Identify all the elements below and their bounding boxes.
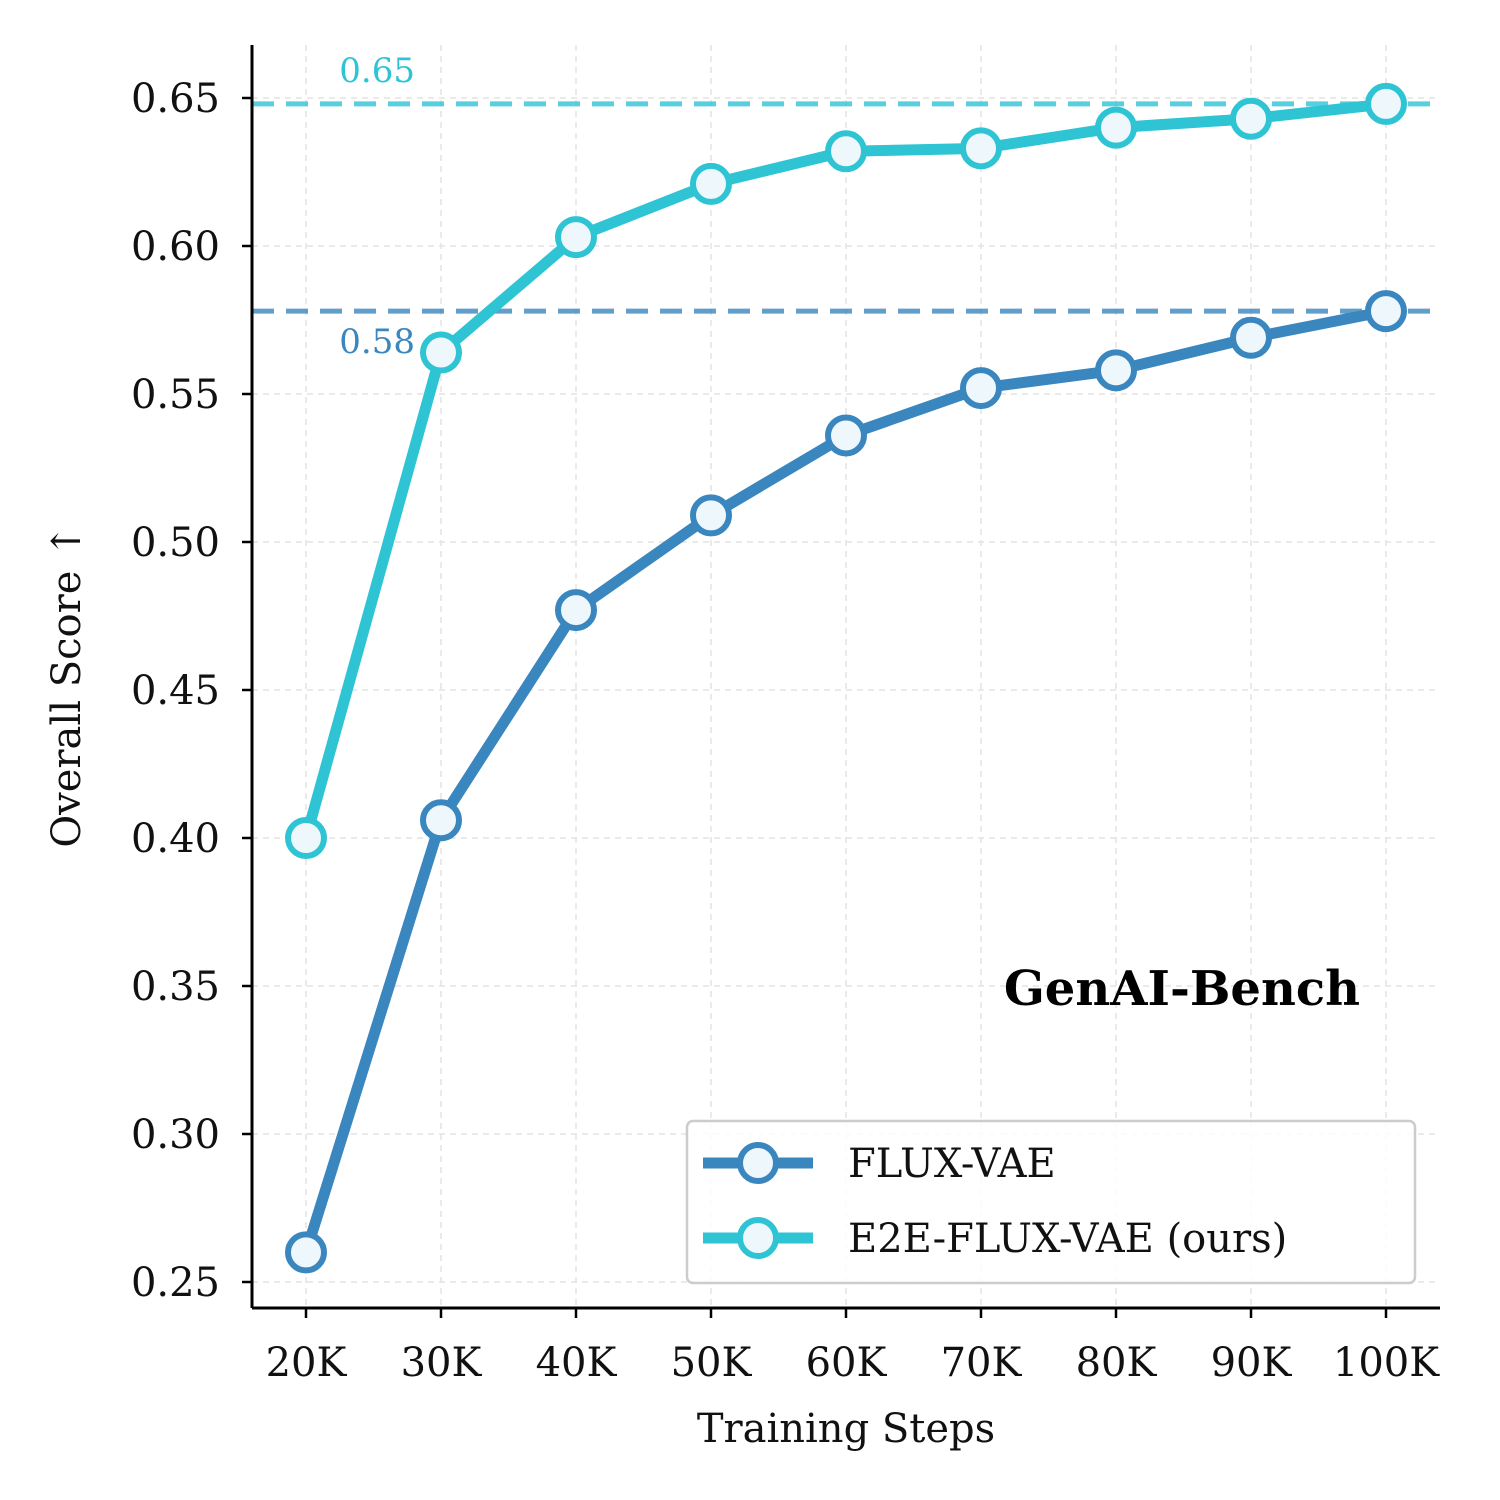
legend: FLUX-VAE E2E-FLUX-VAE (ours) <box>685 1119 1417 1285</box>
data-point <box>1095 349 1137 392</box>
data-point <box>1365 82 1407 125</box>
y-tick-label: 0.25 <box>131 1260 220 1306</box>
data-point <box>1095 106 1137 149</box>
y-tick-label: 0.50 <box>131 520 220 566</box>
reference-line-label: 0.58 <box>339 322 415 362</box>
y-tick-label: 0.45 <box>131 668 220 714</box>
y-tick-label: 0.55 <box>131 372 220 418</box>
x-axis-title: Training Steps <box>697 1406 995 1452</box>
x-tick-label: 60K <box>806 1340 888 1386</box>
data-point <box>825 130 867 173</box>
legend-marker <box>737 1142 779 1184</box>
reference-line-label: 0.65 <box>339 51 415 91</box>
data-point <box>960 367 1002 410</box>
x-tick-label: 20K <box>266 1340 348 1386</box>
data-point <box>285 817 327 859</box>
data-point <box>690 162 732 205</box>
data-point <box>960 127 1002 170</box>
x-tick-label: 80K <box>1076 1340 1158 1386</box>
x-tick-label: 40K <box>536 1340 618 1386</box>
legend-item: FLUX-VAE <box>703 1141 1056 1187</box>
data-point <box>420 799 462 842</box>
x-tick-label: 50K <box>671 1340 753 1386</box>
data-point <box>555 589 597 632</box>
data-point <box>825 414 867 457</box>
benchmark-title: GenAI-Bench <box>1004 961 1360 1017</box>
legend-label: FLUX-VAE <box>848 1141 1056 1187</box>
x-tick-label: 100K <box>1333 1340 1440 1386</box>
x-tick-label: 30K <box>401 1340 483 1386</box>
data-point <box>285 1231 327 1274</box>
y-tick-label: 0.35 <box>131 964 220 1010</box>
data-point <box>690 494 732 537</box>
y-tick-label: 0.60 <box>131 224 220 270</box>
legend-box <box>685 1119 1417 1285</box>
y-tick-label: 0.40 <box>131 816 220 862</box>
data-point <box>420 331 462 374</box>
data-point <box>1230 97 1272 140</box>
series-1 <box>285 290 1407 1274</box>
series-2 <box>285 82 1407 859</box>
legend-label: E2E-FLUX-VAE (ours) <box>848 1216 1287 1262</box>
data-point <box>1365 290 1407 333</box>
data-point <box>555 216 597 259</box>
legend-item: E2E-FLUX-VAE (ours) <box>703 1216 1287 1262</box>
axes: 0.25 0.30 0.35 0.40 0.45 0.50 0.55 0.60 0.65 20K 3… <box>131 45 1440 1386</box>
x-tick-label: 90K <box>1211 1340 1293 1386</box>
data-point <box>1230 316 1272 359</box>
x-tick-label: 70K <box>941 1340 1023 1386</box>
series <box>285 82 1407 1274</box>
y-axis-title: Overall Score ↑ <box>44 524 90 847</box>
legend-marker <box>737 1217 779 1259</box>
y-tick-label: 0.65 <box>131 76 220 122</box>
y-tick-label: 0.30 <box>131 1112 220 1158</box>
grid <box>252 45 1440 1308</box>
